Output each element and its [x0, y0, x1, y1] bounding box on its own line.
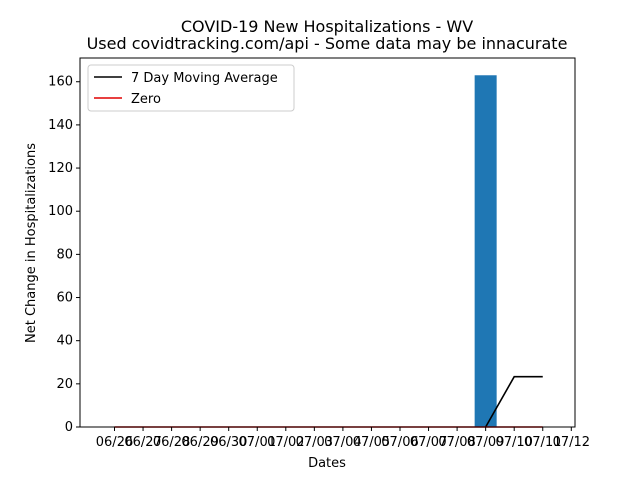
- x-tick-label: 06/26: [96, 435, 133, 450]
- y-tick-label: 0: [65, 420, 73, 435]
- x-tick-label: 07/02: [267, 435, 304, 450]
- series-line-7-day-moving-average: [484, 375, 543, 428]
- x-tick-label: 06/27: [124, 435, 161, 450]
- y-axis-label: Net Change in Hospitalizations: [24, 143, 39, 343]
- plot-area: 0 20 40 60 80 100 120 140 160 06/2606/2706/2806/2…: [48, 57, 590, 450]
- x-tick-label: 07/04: [324, 435, 361, 450]
- x-tick-label: 06/29: [181, 435, 218, 450]
- y-tick-label: 80: [56, 247, 73, 262]
- x-axis-label: Dates: [308, 456, 346, 471]
- legend-label: Zero: [131, 92, 161, 107]
- y-tick-label: 60: [56, 291, 73, 306]
- y-tick-label: 100: [48, 204, 73, 219]
- y-tick-label: 20: [56, 377, 73, 392]
- x-tick-label: 07/01: [239, 435, 276, 450]
- y-tick-label: 160: [48, 75, 73, 90]
- chart-subtitle: Used covidtracking.com/api - Some data m…: [87, 34, 568, 53]
- x-tick-label: 07/11: [524, 435, 561, 450]
- x-tick-label: 07/06: [381, 435, 418, 450]
- x-tick-label: 06/30: [210, 435, 247, 450]
- x-tick-label: 07/07: [410, 435, 447, 450]
- bar: [474, 75, 497, 428]
- x-tick-label: 07/09: [467, 435, 504, 450]
- y-tick-label: 120: [48, 161, 73, 176]
- x-tick-label: 07/05: [353, 435, 390, 450]
- y-tick-label: 40: [56, 334, 73, 349]
- y-tick-label: 140: [48, 118, 73, 133]
- plot-frame: [79, 57, 576, 428]
- x-tick-label: 07/08: [438, 435, 475, 450]
- chart-title: COVID-19 New Hospitalizations - WV: [181, 17, 473, 36]
- x-tick-label: 07/12: [553, 435, 590, 450]
- x-tick-label: 07/10: [495, 435, 532, 450]
- x-tick-label: 07/03: [296, 435, 333, 450]
- legend-label: 7 Day Moving Average: [131, 71, 278, 86]
- x-tick-label: 06/28: [153, 435, 190, 450]
- legend-box: [87, 64, 295, 112]
